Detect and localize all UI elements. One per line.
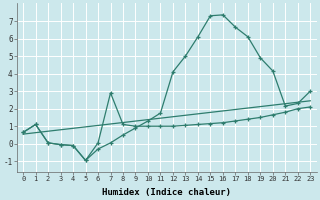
X-axis label: Humidex (Indice chaleur): Humidex (Indice chaleur) — [102, 188, 231, 197]
